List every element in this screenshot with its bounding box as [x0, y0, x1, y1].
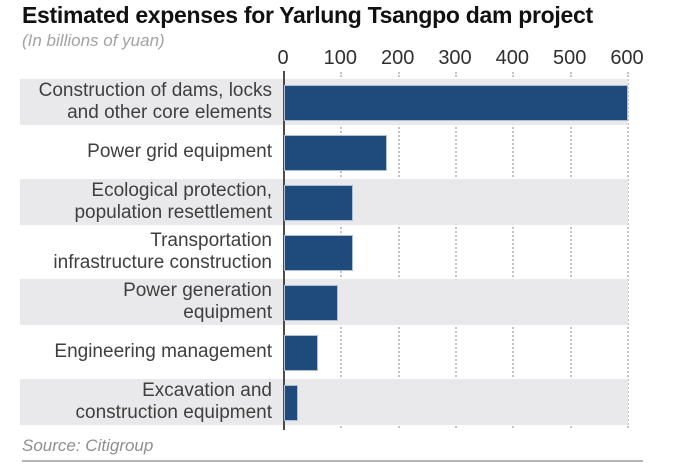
bar	[284, 235, 353, 271]
gridline	[627, 72, 629, 428]
x-axis-tick-label: 400	[495, 47, 530, 69]
bar	[284, 285, 339, 321]
source-text: Source: Citigroup	[22, 436, 154, 455]
gridline	[569, 72, 572, 428]
bottom-rule	[22, 460, 643, 462]
x-axis-tick-label: 600	[610, 47, 644, 69]
bar-row: Power generation equipment	[20, 279, 628, 325]
category-label: Construction of dams, locks and other co…	[38, 80, 272, 123]
gridline	[397, 72, 400, 428]
category-label: Power generation equipment	[123, 280, 272, 323]
x-axis-tick-label: 500	[552, 47, 587, 69]
bar-row: Power grid equipment	[20, 129, 628, 175]
category-label: Ecological protection, population resett…	[74, 180, 272, 223]
bar	[284, 85, 628, 121]
category-label: Excavation and construction equipment	[75, 380, 272, 423]
bar	[284, 335, 319, 371]
x-axis-tick-label: 0	[277, 47, 289, 69]
bar	[284, 385, 299, 421]
bar-row: Ecological protection, population resett…	[20, 179, 628, 225]
chart-subtitle: (In billions of yuan)	[22, 31, 165, 50]
chart-title: Estimated expenses for Yarlung Tsangpo d…	[22, 2, 593, 28]
bar-row: Engineering management	[20, 329, 628, 375]
x-axis-tick-label: 100	[323, 47, 358, 69]
x-axis-tick-label: 300	[438, 47, 472, 69]
bar	[284, 135, 388, 171]
bar-rows: Construction of dams, locks and other co…	[20, 79, 628, 429]
category-label: Engineering management	[54, 341, 272, 362]
x-axis-tick-label: 200	[380, 47, 415, 69]
category-label: Transportation infrastructure constructi…	[53, 230, 272, 273]
gridline	[512, 72, 515, 428]
bar-row: Transportation infrastructure constructi…	[20, 229, 628, 275]
bar	[284, 185, 353, 221]
category-label: Power grid equipment	[87, 141, 272, 162]
gridline	[455, 72, 457, 428]
bar-row: Construction of dams, locks and other co…	[20, 79, 628, 125]
bar-row: Excavation and construction equipment	[20, 379, 628, 425]
